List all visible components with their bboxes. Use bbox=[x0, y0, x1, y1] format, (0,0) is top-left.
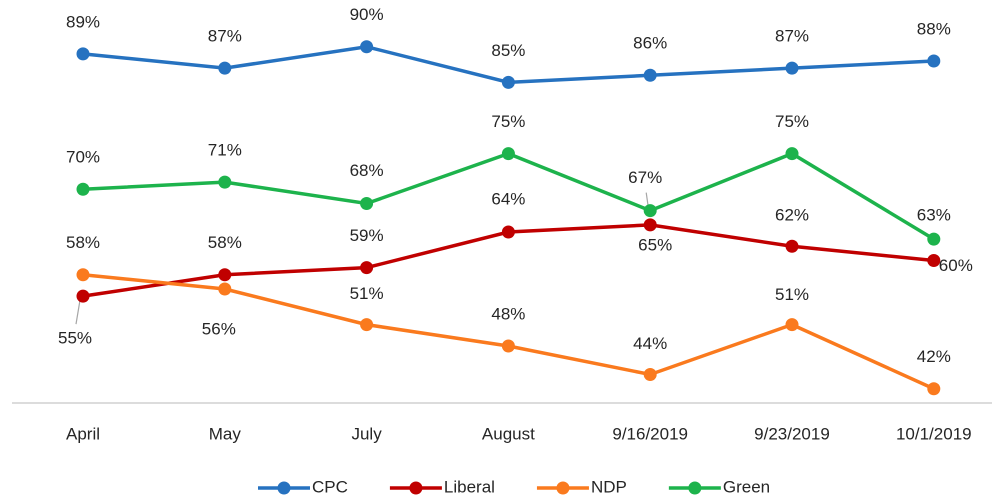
legend-label: Liberal bbox=[444, 477, 495, 496]
x-tick-label: 9/23/2019 bbox=[754, 424, 830, 443]
x-tick-label: May bbox=[209, 424, 242, 443]
legend-label: CPC bbox=[312, 477, 348, 496]
data-label: 62% bbox=[775, 206, 809, 225]
data-point bbox=[501, 147, 515, 161]
data-label: 75% bbox=[775, 112, 809, 131]
data-point bbox=[501, 75, 515, 89]
data-point bbox=[785, 239, 799, 253]
data-label: 85% bbox=[491, 41, 525, 60]
data-label: 90% bbox=[350, 5, 384, 24]
data-label: 51% bbox=[775, 285, 809, 304]
x-tick-label: 9/16/2019 bbox=[612, 424, 688, 443]
data-point bbox=[785, 61, 799, 75]
data-label: 58% bbox=[208, 233, 242, 252]
data-label: 51% bbox=[350, 284, 384, 303]
data-point bbox=[927, 254, 941, 267]
data-point bbox=[501, 339, 515, 353]
legend-label: Green bbox=[723, 477, 770, 496]
data-point bbox=[643, 68, 657, 82]
data-point bbox=[218, 282, 232, 296]
data-label: 86% bbox=[633, 34, 667, 53]
data-label: 65% bbox=[638, 235, 672, 254]
data-label: 55% bbox=[58, 329, 92, 348]
data-point bbox=[218, 175, 232, 189]
legend-marker bbox=[277, 481, 291, 495]
data-point bbox=[927, 382, 941, 396]
data-label: 70% bbox=[66, 148, 100, 167]
leader-line bbox=[75, 300, 81, 325]
legend-marker bbox=[409, 481, 423, 495]
data-label: 59% bbox=[350, 226, 384, 245]
data-point bbox=[76, 47, 90, 61]
data-label: 63% bbox=[917, 206, 951, 225]
data-point bbox=[360, 197, 374, 210]
data-label: 89% bbox=[66, 12, 100, 31]
leader-line bbox=[645, 192, 649, 207]
data-label: 68% bbox=[350, 161, 384, 180]
data-point bbox=[360, 318, 374, 332]
data-label: 67% bbox=[628, 168, 662, 187]
data-label: 42% bbox=[917, 347, 951, 366]
data-label: 64% bbox=[491, 189, 525, 208]
data-point bbox=[785, 318, 799, 332]
x-tick-label: April bbox=[66, 424, 100, 443]
data-label: 58% bbox=[66, 233, 100, 252]
legend-marker bbox=[688, 481, 702, 495]
data-point bbox=[927, 54, 941, 68]
data-point bbox=[785, 147, 799, 161]
data-label: 60% bbox=[939, 256, 973, 275]
data-label: 48% bbox=[491, 304, 525, 323]
data-point bbox=[360, 261, 374, 275]
data-point bbox=[76, 289, 90, 303]
data-label: 88% bbox=[917, 19, 951, 38]
data-point bbox=[501, 225, 515, 239]
data-point bbox=[218, 268, 232, 282]
legend-marker bbox=[556, 481, 570, 495]
data-label: 87% bbox=[775, 27, 809, 46]
x-tick-label: 10/1/2019 bbox=[896, 424, 972, 443]
data-label: 44% bbox=[633, 334, 667, 353]
data-label: 56% bbox=[202, 319, 236, 338]
data-label: 75% bbox=[491, 112, 525, 131]
data-label: 71% bbox=[208, 141, 242, 160]
x-tick-label: July bbox=[351, 424, 382, 443]
x-tick-label: August bbox=[482, 424, 535, 443]
legend-label: NDP bbox=[591, 477, 627, 496]
data-point bbox=[643, 218, 657, 232]
data-point bbox=[76, 182, 90, 196]
data-point bbox=[643, 204, 657, 218]
data-point bbox=[76, 268, 90, 282]
data-point bbox=[360, 40, 374, 54]
data-point bbox=[927, 232, 941, 246]
data-label: 87% bbox=[208, 27, 242, 46]
data-point bbox=[218, 61, 232, 75]
data-point bbox=[643, 368, 657, 381]
